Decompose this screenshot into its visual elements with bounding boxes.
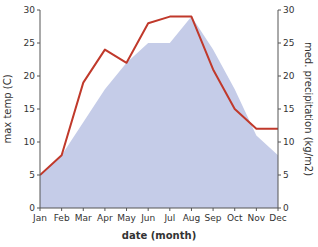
y-tick-label: 20	[24, 71, 36, 81]
y2-tick-label: 20	[283, 71, 295, 81]
y-tick-label: 5	[29, 170, 35, 180]
y-tick	[37, 10, 40, 11]
x-tick	[234, 208, 235, 211]
x-tick	[213, 208, 214, 211]
x-tick-label: Aug	[183, 213, 201, 223]
x-tick	[148, 208, 149, 211]
y2-tick	[278, 142, 281, 143]
x-tick	[169, 208, 170, 211]
x-tick-label: Jan	[32, 213, 47, 223]
x-tick	[104, 208, 105, 211]
y2-axis-label: med. precipitation (kg/m2)	[303, 42, 314, 176]
chart-container: JanFebMarAprMayJunJulAugSepOctNovDec0510…	[0, 0, 318, 247]
precip-line	[40, 17, 278, 175]
y2-tick-label: 10	[283, 137, 295, 147]
x-tick-label: Jun	[140, 213, 155, 223]
y-tick	[37, 208, 40, 209]
temp-area	[40, 17, 278, 208]
y2-tick	[278, 208, 281, 209]
x-tick-label: Jul	[163, 213, 175, 223]
y-tick-label: 15	[24, 104, 35, 114]
x-tick-label: Dec	[269, 213, 286, 223]
y-axis-label: max temp (C)	[2, 74, 13, 143]
y2-tick-label: 5	[283, 170, 289, 180]
y2-tick	[278, 10, 281, 11]
y2-tick	[278, 43, 281, 44]
y-tick	[37, 76, 40, 77]
y2-tick	[278, 76, 281, 77]
x-tick	[256, 208, 257, 211]
x-tick-label: Oct	[227, 213, 243, 223]
plot-area	[40, 17, 278, 208]
y-tick	[37, 175, 40, 176]
x-tick-label: May	[117, 213, 136, 223]
x-tick-label: Sep	[205, 213, 222, 223]
y2-tick-label: 15	[283, 104, 294, 114]
x-tick-label: Feb	[54, 213, 70, 223]
y2-tick	[278, 175, 281, 176]
x-tick-label: Apr	[97, 213, 113, 223]
y-tick	[37, 43, 40, 44]
x-tick-label: Nov	[248, 213, 266, 223]
y-tick	[37, 109, 40, 110]
y-tick-label: 0	[29, 203, 35, 213]
x-tick	[191, 208, 192, 211]
x-tick	[61, 208, 62, 211]
x-axis-label: date (month)	[122, 230, 196, 241]
y2-tick	[278, 109, 281, 110]
y-tick-label: 25	[24, 38, 35, 48]
y-tick	[37, 142, 40, 143]
y-tick-label: 30	[24, 5, 36, 15]
y2-tick-label: 0	[283, 203, 289, 213]
x-tick	[83, 208, 84, 211]
x-tick-label: Mar	[75, 213, 92, 223]
y2-tick-label: 30	[283, 5, 295, 15]
chart-svg: JanFebMarAprMayJunJulAugSepOctNovDec0510…	[0, 0, 318, 247]
x-tick	[126, 208, 127, 211]
x-axis-line	[40, 208, 278, 209]
y2-tick-label: 25	[283, 38, 294, 48]
y-tick-label: 10	[24, 137, 36, 147]
